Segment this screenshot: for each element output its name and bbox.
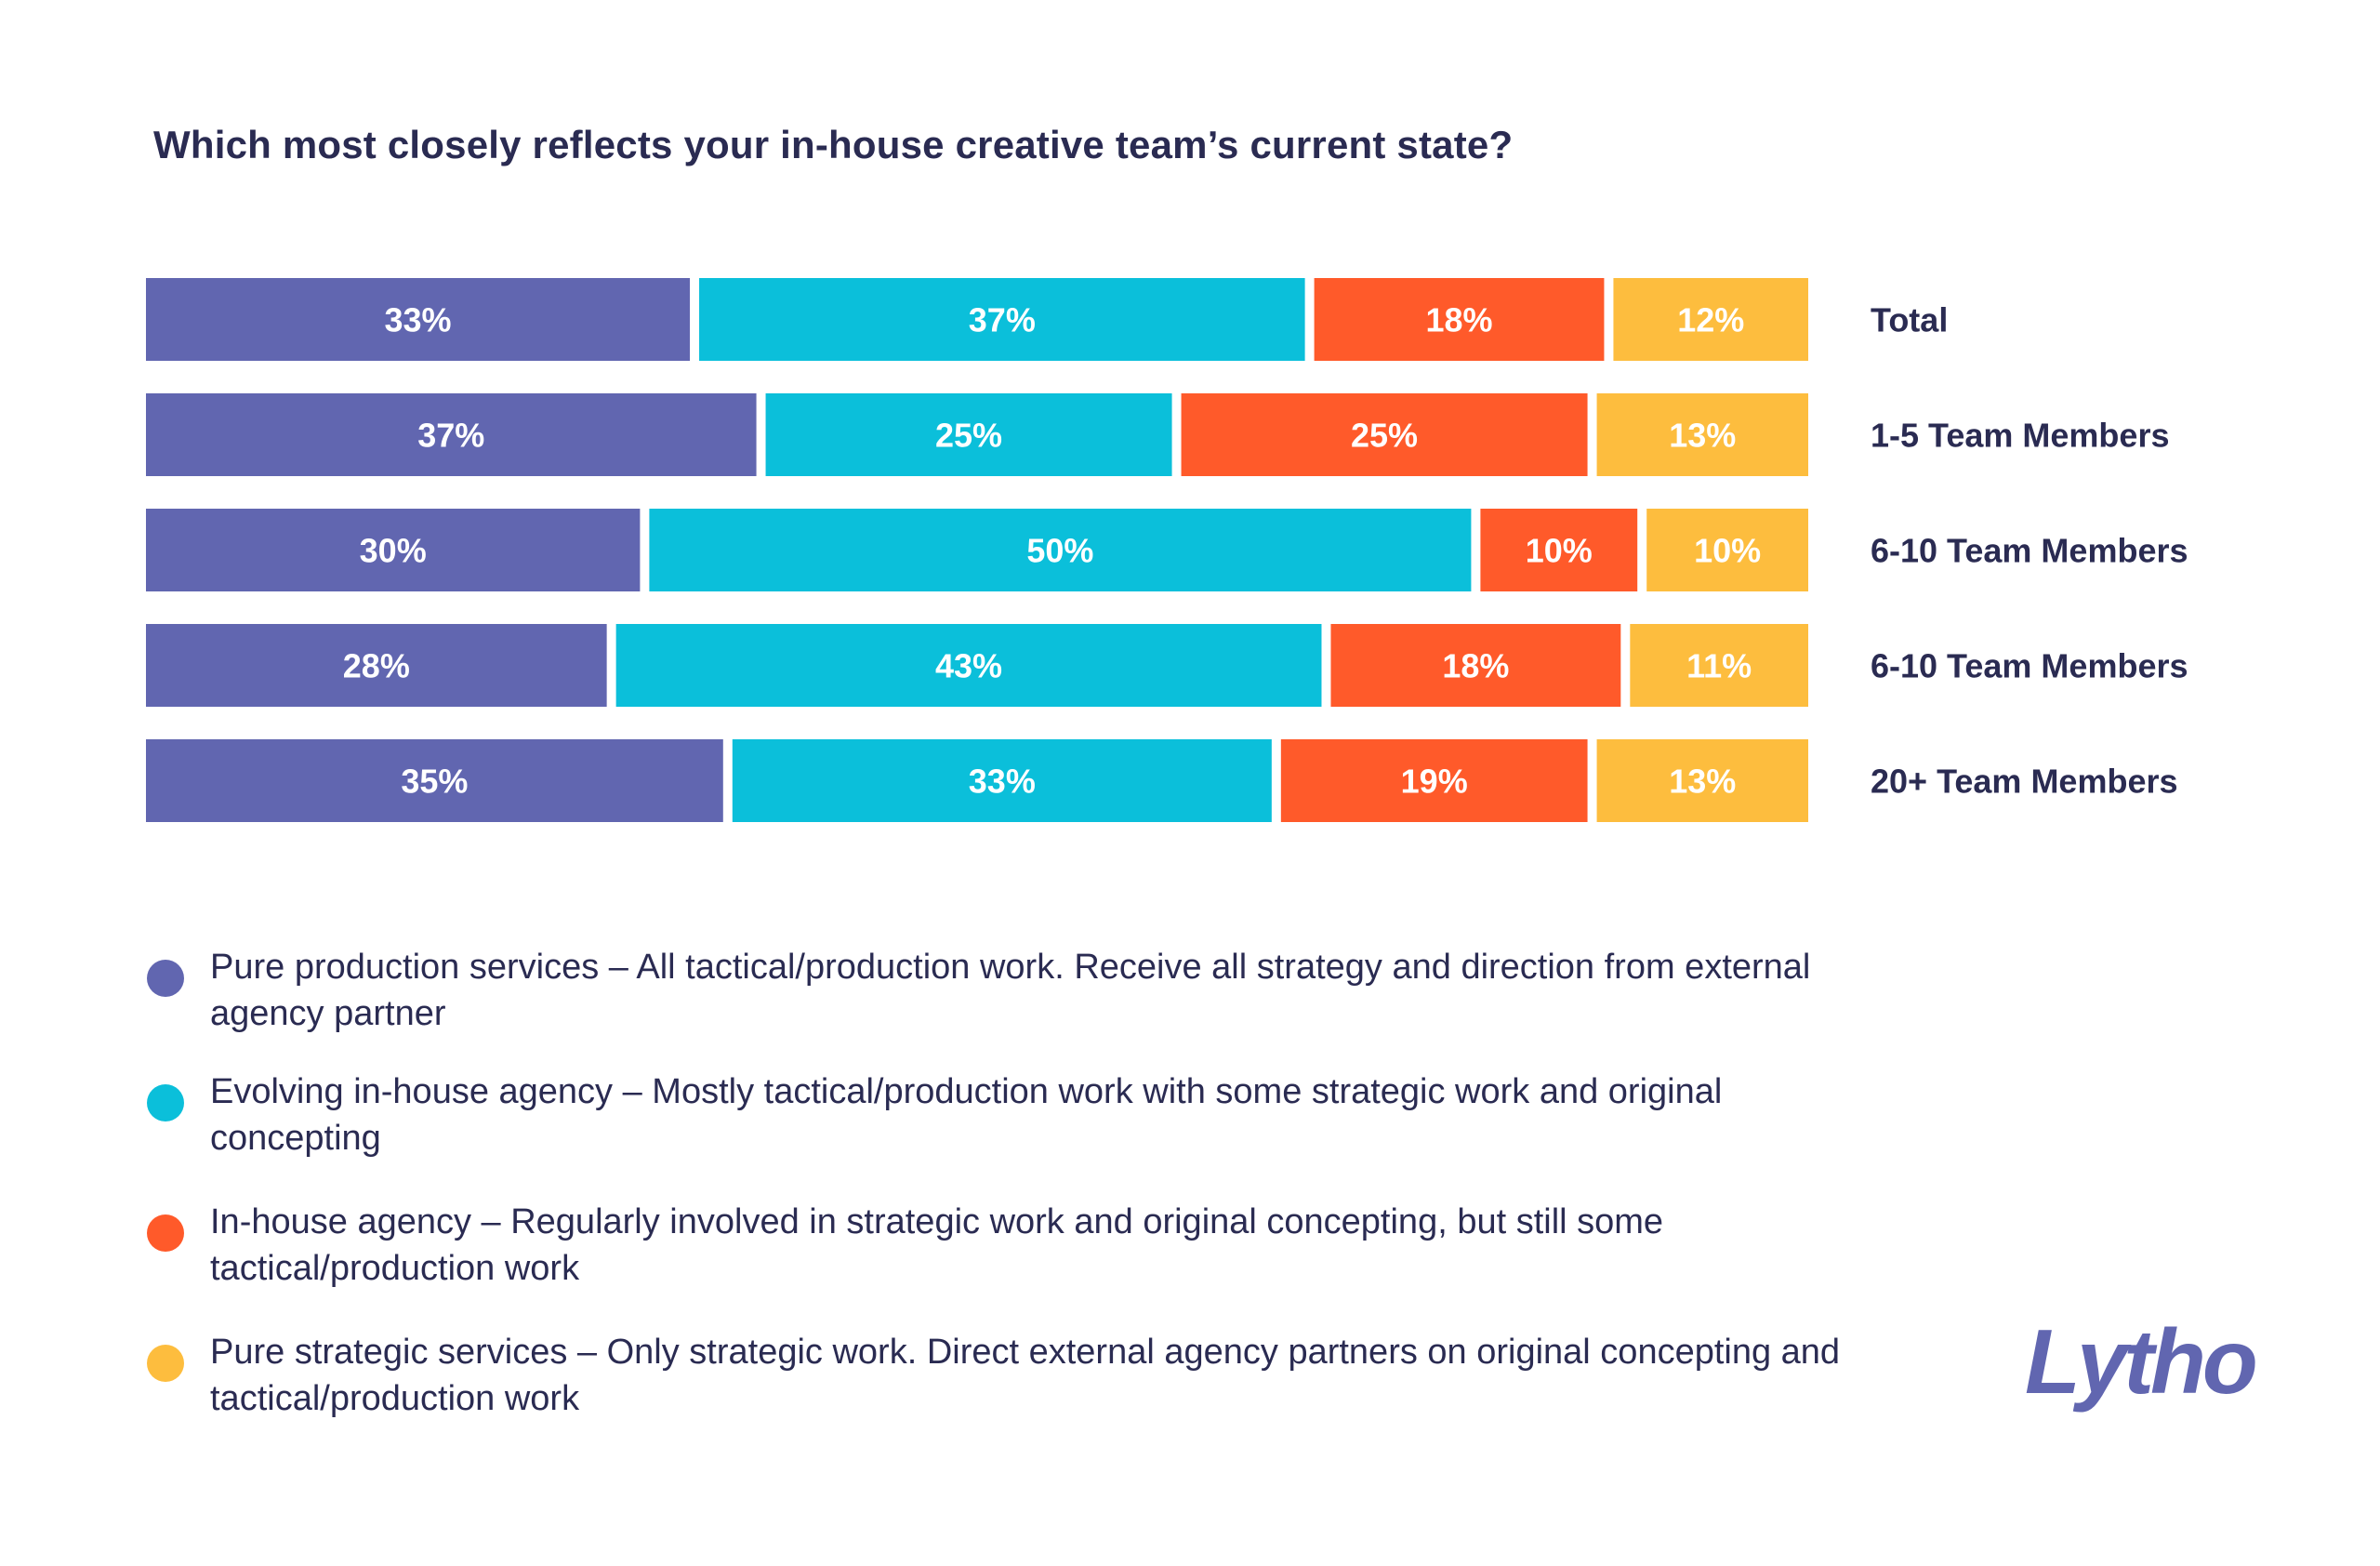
legend-item: Pure production services – All tactical/…: [147, 944, 1846, 1037]
bar-segment: [146, 278, 691, 361]
bar-segment: [649, 509, 1472, 591]
legend-item: Pure strategic services – Only strategic…: [147, 1329, 1846, 1422]
bar-value-label: 25%: [935, 417, 1002, 455]
logo-wordmark: Lytho: [2025, 1319, 2255, 1413]
bar-value-label: 37%: [969, 301, 1036, 339]
category-label: 1-5 Team Members: [1871, 417, 2169, 455]
bar-segment: [1613, 278, 1808, 361]
legend-label: Evolving in-house agency – Mostly tactic…: [210, 1072, 1723, 1158]
bar-value-label: 11%: [1686, 647, 1752, 685]
lytho-logo: Lytho: [2025, 1319, 2257, 1413]
bar-segment: [1330, 624, 1621, 707]
legend-label: In-house agency – Regularly involved in …: [210, 1202, 1664, 1288]
bars-group: 33% 37% 18% 12% 37% 25% 25% 13% 30% 50% 10% 10% 28% 4…: [146, 278, 1808, 822]
stacked-bar-chart: 33% 37% 18% 12% 37% 25% 25% 13% 30% 50% 10% 10% 28% 4…: [146, 278, 2188, 822]
bar-value-label: 18%: [1442, 647, 1509, 685]
legend-item: In-house agency – Regularly involved in …: [147, 1199, 1846, 1292]
bar-segment: [1646, 509, 1808, 591]
bar-segment: [146, 393, 757, 476]
bar-segment: [732, 739, 1272, 822]
bar-segment: [146, 739, 723, 822]
legend-dot-icon: [147, 1214, 184, 1252]
bar-segment: [1480, 509, 1638, 591]
category-label: Total: [1871, 301, 1948, 339]
category-label: 20+ Team Members: [1871, 763, 2178, 801]
bar-value-label: 33%: [384, 301, 451, 339]
legend-dot-icon: [147, 960, 184, 997]
legend-label: Pure strategic services – Only strategic…: [210, 1333, 1841, 1418]
bar-value-label: 30%: [360, 532, 427, 570]
bar-segment: [1181, 393, 1588, 476]
bar-segment: [146, 509, 641, 591]
legend-label: Pure production services – All tactical/…: [210, 948, 1811, 1033]
bar-value-label: 28%: [343, 647, 410, 685]
legend-dot-icon: [147, 1345, 184, 1382]
bar-value-label: 13%: [1669, 417, 1736, 455]
bar-segment: [1596, 739, 1808, 822]
bar-value-label: 13%: [1669, 763, 1736, 801]
bar-segment: [1630, 624, 1808, 707]
bar-value-label: 37%: [417, 417, 484, 455]
bar-segment: [699, 278, 1305, 361]
bar-value-label: 10%: [1526, 532, 1593, 570]
bar-value-label: 35%: [401, 763, 468, 801]
bar-value-label: 12%: [1677, 301, 1744, 339]
bar-segment: [1314, 278, 1605, 361]
bar-segment: [615, 624, 1322, 707]
bar-segment: [1280, 739, 1588, 822]
category-label: 6-10 Team Members: [1871, 647, 2188, 685]
bar-value-label: 33%: [969, 763, 1036, 801]
bar-value-label: 43%: [935, 647, 1002, 685]
bar-value-label: 10%: [1694, 532, 1761, 570]
category-label: 6-10 Team Members: [1871, 532, 2188, 570]
legend-item: Evolving in-house agency – Mostly tactic…: [147, 1068, 1846, 1161]
bar-segment: [765, 393, 1172, 476]
bar-value-label: 18%: [1425, 301, 1492, 339]
category-labels-group: Total 1-5 Team Members 6-10 Team Members 6-…: [1871, 301, 2188, 801]
chart-title: Which most closely reflects your in-hous…: [153, 123, 1514, 166]
legend-dot-icon: [147, 1084, 184, 1121]
bar-value-label: 50%: [1026, 532, 1093, 570]
bar-segment: [146, 624, 607, 707]
bar-value-label: 19%: [1401, 763, 1468, 801]
bar-segment: [1596, 393, 1808, 476]
bar-value-label: 25%: [1351, 417, 1418, 455]
